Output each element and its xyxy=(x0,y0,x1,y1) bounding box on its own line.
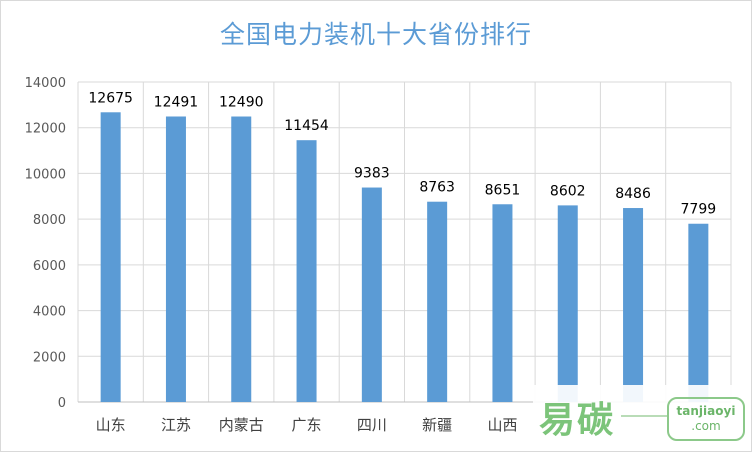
data-label: 11454 xyxy=(284,118,329,134)
watermark-divider xyxy=(621,415,667,417)
watermark-tld: .com xyxy=(691,419,721,433)
bar xyxy=(688,223,709,402)
watermark-badge: tanjiaoyi .com xyxy=(667,397,745,441)
y-tick-label: 4000 xyxy=(33,305,66,320)
data-label: 9383 xyxy=(354,166,390,182)
x-tick-label: 山东 xyxy=(96,416,126,434)
bar xyxy=(361,187,382,402)
watermark-logo: 易碳 xyxy=(539,399,616,441)
x-tick-label: 四川 xyxy=(357,416,387,434)
data-label: 8763 xyxy=(419,180,455,196)
x-tick-label: 新疆 xyxy=(422,416,452,434)
x-tick-label: 山西 xyxy=(487,416,517,434)
data-label: 8651 xyxy=(485,182,521,198)
data-label: 12490 xyxy=(219,95,264,111)
y-tick-label: 6000 xyxy=(33,259,66,274)
data-label: 12491 xyxy=(154,94,199,110)
watermark: 易碳 tanjiaoyi .com xyxy=(533,385,751,451)
bar xyxy=(557,205,578,402)
data-label: 8602 xyxy=(550,183,586,199)
chart-title: 全国电力装机十大省份排行 xyxy=(219,20,532,49)
data-label: 12675 xyxy=(88,90,133,106)
y-tick-label: 10000 xyxy=(25,167,66,182)
x-tick-label: 江苏 xyxy=(161,416,191,434)
data-label: 7799 xyxy=(681,202,717,218)
y-tick-label: 0 xyxy=(58,396,66,411)
x-tick-label: 广东 xyxy=(292,416,322,434)
y-tick-label: 2000 xyxy=(33,350,66,365)
bar xyxy=(492,204,513,402)
y-tick-label: 14000 xyxy=(25,76,66,91)
y-tick-label: 12000 xyxy=(25,122,66,137)
bar xyxy=(296,140,317,403)
bar xyxy=(165,116,186,403)
data-label: 8486 xyxy=(615,186,651,202)
bar xyxy=(427,201,448,402)
bar xyxy=(100,112,121,403)
bar xyxy=(623,208,644,402)
bar xyxy=(231,116,252,402)
y-tick-label: 8000 xyxy=(33,213,66,228)
watermark-domain: tanjiaoyi xyxy=(676,404,736,418)
x-tick-label: 内蒙古 xyxy=(219,416,264,434)
